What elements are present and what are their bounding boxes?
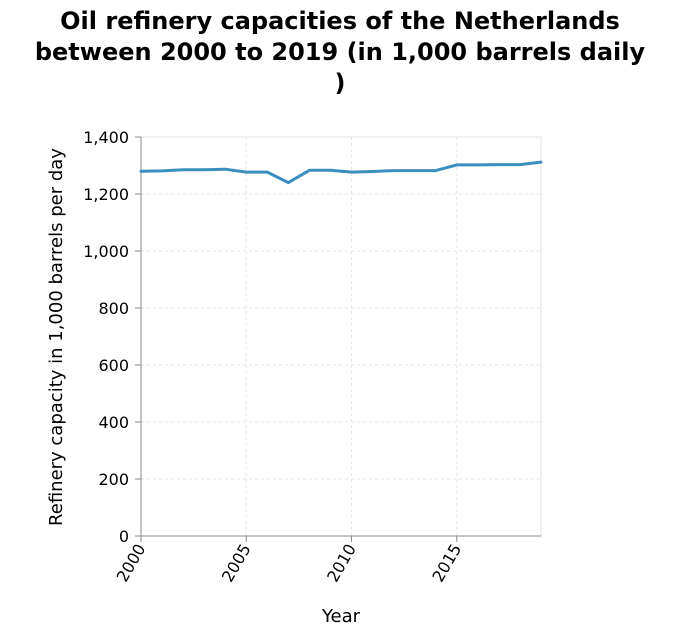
y-tick-label: 1,400 [83,128,129,147]
data-point [140,170,143,173]
y-tick-label: 400 [98,413,129,432]
y-axis-label: Refinery capacity in 1,000 barrels per d… [46,148,67,526]
data-point [540,161,543,164]
y-tick-label: 200 [98,470,129,489]
x-tick-label: 2005 [218,541,255,586]
chart-title-line-2: between 2000 to 2019 (in 1,000 barrels d… [34,38,646,66]
data-point [434,169,437,172]
y-tick-label: 600 [98,356,129,375]
data-point [497,163,500,166]
x-tick-label: 2010 [323,541,360,586]
data-point [287,181,290,184]
chart-title-line-3: ) [334,69,346,97]
y-tick-label: 1,000 [83,242,129,261]
y-tick-label: 0 [119,527,129,546]
chart-title: Oil refinery capacities of the Netherlan… [0,6,680,99]
axes [135,136,541,542]
data-point [455,163,458,166]
data-point [392,169,395,172]
y-tick-label: 800 [98,299,129,318]
series-group [139,160,543,185]
x-tick-label: 2000 [113,541,150,586]
x-tick-label: 2015 [428,541,465,586]
data-point [161,169,164,172]
data-point [224,168,227,171]
data-point [413,169,416,172]
y-tick-label: 1,200 [83,185,129,204]
tick-labels: 0 200 400 600 800 1,000 1,200 1,400 2000 2005 2010… [83,128,465,585]
data-point [476,163,479,166]
chart-title-line-1: Oil refinery capacities of the Netherlan… [60,7,620,35]
data-point [371,170,374,173]
data-point [308,169,311,172]
data-point [182,168,185,171]
data-point [350,171,353,174]
data-point [245,171,248,174]
data-point [329,169,332,172]
x-axis-label: Year [321,606,361,627]
data-point [518,163,521,166]
series-line [139,160,543,185]
data-point [266,171,269,174]
data-point [203,168,206,171]
gridlines [141,136,542,536]
